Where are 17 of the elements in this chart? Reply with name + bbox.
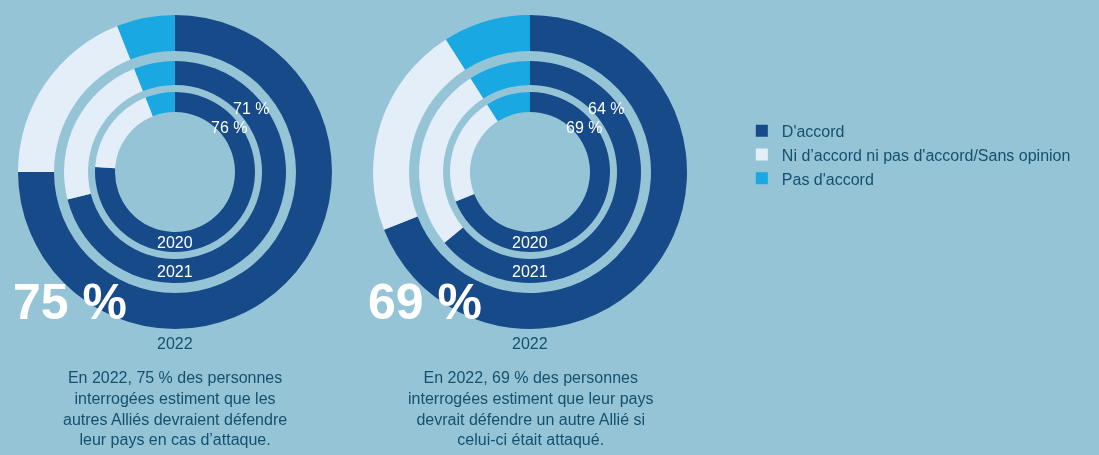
slice-label: 2022 (157, 335, 193, 352)
slice-label: 2020 (157, 234, 193, 251)
data-label: 69 % (566, 119, 603, 136)
text: En 2022, 75 % des personnes interrogées estiment que les autres Alliés devraient défendre leur pays en cas d’attaque. (63, 369, 288, 449)
slice-label: 2021 (512, 263, 548, 280)
data-label: 76 % (211, 119, 248, 136)
legend-label: D'accord (781, 122, 845, 140)
text: En 2022, 69 % des personnes interrogées estiment que leur pays devrait défendre un autre Allié si celui-ci était attaqué. (408, 369, 654, 449)
data-label: 71 % (233, 100, 270, 117)
slice-label: 2022 (512, 335, 548, 352)
slice-label: 2020 (512, 234, 548, 251)
legend-label: Pas d'accord (781, 170, 874, 188)
data-label: 64 % (588, 100, 625, 117)
legend-label: Ni d’accord ni pas d'accord/Sans opinion (781, 146, 1071, 164)
slice-label: 2021 (157, 263, 193, 280)
data-label: 75 % (13, 274, 127, 330)
data-label: 69 % (368, 274, 482, 330)
